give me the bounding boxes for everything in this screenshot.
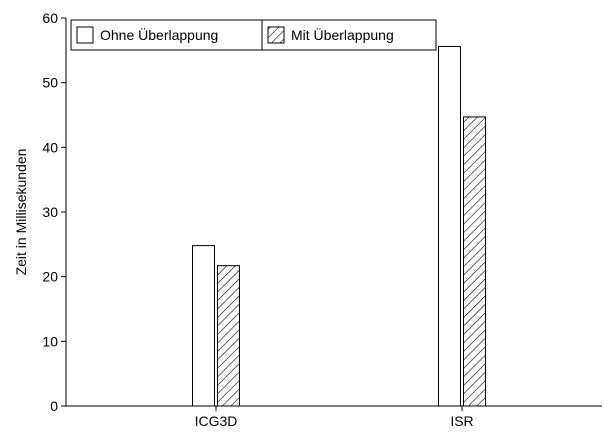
legend-frame [70, 19, 437, 51]
x-axis-ticks: ICG3D ISR [195, 406, 474, 429]
legend-swatch-ohne [76, 26, 94, 44]
bar-mit-isr [463, 116, 486, 407]
legend: Ohne Überlappung Mit Überlappung [70, 19, 437, 51]
axes [65, 18, 602, 407]
bar-ohne-isr [438, 45, 461, 407]
x-tick-label: ISR [450, 413, 473, 429]
legend-swatch-mit [267, 26, 285, 44]
y-tick-label: 10 [42, 333, 58, 349]
bar-mit-icg3d [217, 265, 240, 407]
y-tick-label: 60 [42, 10, 58, 26]
y-tick-label: 0 [50, 398, 58, 414]
bars [192, 45, 486, 407]
y-axis-label: Zeit in Millisekunden [13, 149, 29, 276]
y-tick-label: 50 [42, 75, 58, 91]
legend-label-ohne: Ohne Überlappung [100, 26, 218, 43]
x-tick-label: ICG3D [195, 413, 238, 429]
legend-label-mit: Mit Überlappung [291, 26, 394, 43]
y-tick-label: 40 [42, 139, 58, 155]
y-axis-ticks: 0 10 20 30 40 50 60 [42, 10, 66, 414]
bar-ohne-icg3d [192, 245, 215, 407]
y-tick-label: 30 [42, 204, 58, 220]
y-tick-label: 20 [42, 269, 58, 285]
